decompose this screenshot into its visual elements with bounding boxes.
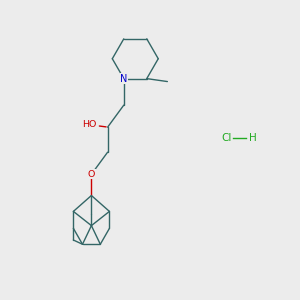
- Text: H: H: [249, 133, 257, 143]
- Text: N: N: [120, 74, 127, 84]
- Text: Cl: Cl: [221, 133, 232, 143]
- Text: HO: HO: [82, 120, 97, 129]
- Text: O: O: [88, 170, 95, 179]
